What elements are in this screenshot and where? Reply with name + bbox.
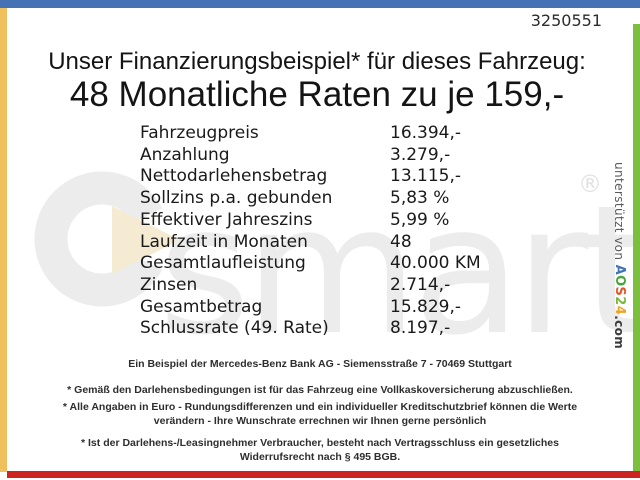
row-value: 8.197,- (390, 318, 451, 339)
row-label: Laufzeit in Monaten (140, 231, 308, 252)
table-row: Anzahlung 3.279,- (140, 145, 610, 167)
aos24-logo-letter: S (612, 286, 627, 297)
row-label: Fahrzeugpreis (140, 123, 259, 143)
row-label: Schlussrate (49. Rate) (140, 318, 329, 339)
table-row: Zinsen 2.714,- (140, 275, 610, 297)
row-value: 16.394,- (390, 123, 462, 143)
table-row: Fahrzeugpreis 16.394,- (140, 123, 610, 145)
frame-bar-top (0, 0, 640, 8)
aos24-logo-letter: 4 (612, 305, 627, 316)
credit-prefix: unterstützt von (612, 162, 626, 265)
finance-table: Fahrzeugpreis 16.394,- Anzahlung 3.279,-… (140, 123, 610, 340)
bank-address-line: Ein Beispiel der Mercedes-Benz Bank AG -… (128, 358, 512, 370)
row-label: Anzahlung (140, 144, 230, 165)
row-label: Gesamtlaufleistung (140, 253, 306, 274)
smart-wordmark: smart (158, 167, 640, 374)
footnote-euro-values: * Alle Angaben in Euro - Rundungsdiffere… (0, 400, 640, 428)
table-row: Gesamtbetrag 15.829,- (140, 297, 610, 319)
frame-bar-left (0, 8, 7, 472)
footnote-text: * Ist der Darlehens-/Leasingnehmer Verbr… (81, 437, 559, 463)
row-label: Zinsen (140, 274, 198, 295)
offer-id-number: 3250551 (530, 11, 602, 30)
table-row: Gesamtlaufleistung 40.000 KM (140, 253, 610, 275)
aos24-logo-letter: A (612, 264, 627, 276)
footnote-text: * Alle Angaben in Euro - Rundungsdiffere… (62, 401, 578, 427)
row-value: 40.000 KM (390, 253, 481, 274)
frame-bar-right (633, 24, 640, 472)
row-label: Sollzins p.a. gebunden (140, 188, 333, 209)
row-value: 2.714,- (390, 274, 451, 295)
row-value: 5,83 % (390, 188, 450, 209)
row-label: Nettodarlehensbetrag (140, 166, 328, 187)
row-value: 15.829,- (390, 296, 462, 317)
page-title: Unser Finanzierungsbeispiel* für dieses … (48, 48, 586, 75)
table-row: Nettodarlehensbetrag 13.115,- (140, 166, 610, 188)
row-value: 5,99 % (390, 209, 450, 230)
row-label: Gesamtbetrag (140, 296, 263, 317)
credit-suffix: .com (612, 315, 626, 350)
row-value: 13.115,- (390, 166, 462, 187)
row-value: 3.279,- (390, 144, 451, 165)
table-row: Effektiver Jahreszins 5,99 % (140, 210, 610, 232)
footnote-withdrawal-right: * Ist der Darlehens-/Leasingnehmer Verbr… (0, 436, 640, 464)
frame-bar-bottom (7, 471, 640, 478)
row-value: 48 (390, 231, 412, 252)
table-row: Laufzeit in Monaten 48 (140, 232, 610, 254)
aos24-logo-letter: 2 (612, 296, 627, 306)
table-row: Sollzins p.a. gebunden 5,83 % (140, 188, 610, 210)
smart-logo-circle-icon (34, 171, 200, 307)
aos24-logo-letter: O (612, 275, 627, 287)
registered-trademark-icon: ® (578, 170, 602, 198)
footnote-insurance: * Gemäß den Darlehensbedingungen ist für… (67, 384, 573, 396)
row-label: Effektiver Jahreszins (140, 209, 313, 230)
vertical-credit-text: unterstützt von AOS24.com (612, 162, 627, 362)
monthly-rate-headline: 48 Monatliche Raten zu je 159,- (69, 75, 565, 114)
table-row: Schlussrate (49. Rate) 8.197,- (140, 318, 610, 340)
